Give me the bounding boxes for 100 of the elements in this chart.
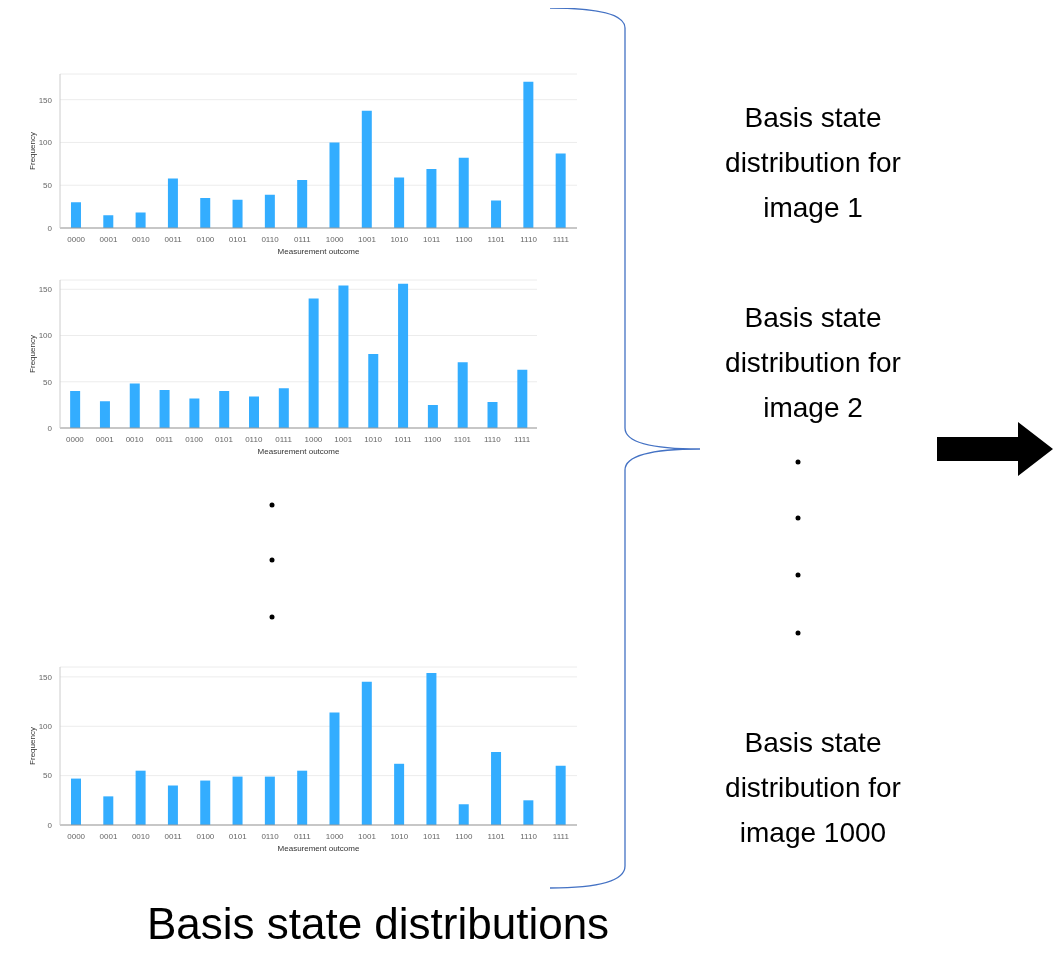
x-tick-label: 0101 — [228, 831, 248, 841]
bar — [219, 391, 230, 428]
y-tick-label: 150 — [38, 285, 53, 295]
y-tick-label: 50 — [43, 771, 53, 781]
x-tick-label: 1010 — [364, 434, 383, 444]
x-tick-label: 0011 — [155, 434, 174, 444]
x-tick-label: 0110 — [245, 434, 263, 444]
bar — [487, 402, 498, 428]
bar — [555, 765, 566, 825]
x-tick-label: 0011 — [164, 831, 183, 841]
bar — [159, 390, 170, 428]
bar — [135, 212, 146, 228]
x-tick-label: 0100 — [185, 434, 204, 444]
x-tick-label: 1111 — [552, 831, 570, 841]
bar — [427, 404, 438, 428]
x-tick-label: 0100 — [196, 831, 215, 841]
bar — [189, 398, 200, 428]
bar — [232, 776, 243, 825]
bar — [458, 804, 469, 825]
x-tick-label: 1111 — [552, 234, 570, 244]
bar — [70, 778, 81, 825]
x-tick-label: 1100 — [455, 234, 474, 244]
y-axis-title: Frequency — [27, 132, 37, 170]
x-tick-label: 1101 — [453, 434, 472, 444]
bar — [426, 672, 437, 825]
bar — [523, 800, 534, 825]
bar — [491, 200, 502, 228]
bar — [200, 780, 211, 825]
x-axis-title: Measurement outcome — [277, 844, 360, 853]
bar — [398, 283, 409, 428]
bar — [70, 391, 81, 428]
bar — [232, 199, 243, 228]
bar — [103, 796, 114, 825]
text: Basis state distribution for image 2 — [724, 301, 902, 425]
y-tick-label: 50 — [43, 181, 53, 191]
y-tick-label: 0 — [47, 423, 53, 433]
x-tick-label: 1011 — [422, 234, 441, 244]
bar — [457, 362, 468, 428]
bar — [70, 202, 81, 228]
y-tick-label: 100 — [38, 331, 53, 341]
x-tick-label: 1110 — [520, 234, 538, 244]
x-tick-label: 0011 — [164, 234, 183, 244]
y-tick-label: 50 — [43, 377, 53, 387]
bar — [99, 401, 110, 428]
x-tick-label: 0000 — [67, 234, 86, 244]
bar — [135, 770, 146, 825]
bar — [297, 180, 308, 228]
bar — [200, 198, 211, 228]
x-tick-label: 1101 — [487, 234, 506, 244]
bar — [167, 178, 178, 228]
x-tick-label: 1111 — [514, 434, 531, 444]
bar — [394, 763, 405, 825]
x-tick-label: 0001 — [99, 234, 118, 244]
x-tick-label: 1110 — [520, 831, 538, 841]
bar — [278, 388, 289, 428]
x-tick-label: 0101 — [228, 234, 248, 244]
y-axis-title: Frequency — [27, 727, 37, 765]
x-tick-label: 1011 — [394, 434, 412, 444]
bar — [167, 785, 178, 825]
bar — [329, 142, 340, 228]
y-axis-title: Frequency — [27, 335, 37, 373]
bar — [129, 383, 140, 428]
x-tick-label: 1100 — [424, 434, 442, 444]
bar — [329, 712, 340, 825]
x-tick-label: 0110 — [261, 234, 280, 244]
x-tick-label: 0111 — [275, 434, 293, 444]
x-tick-label: 0101 — [215, 434, 234, 444]
x-tick-label: 1010 — [390, 831, 409, 841]
y-tick-label: 150 — [38, 672, 53, 682]
bar — [491, 751, 502, 825]
x-tick-label: 1001 — [358, 234, 377, 244]
bar — [361, 110, 372, 228]
x-axis-title: Measurement outcome — [257, 447, 340, 456]
bar — [517, 369, 528, 428]
x-tick-label: 0000 — [67, 831, 86, 841]
x-tick-label: 0100 — [196, 234, 215, 244]
x-tick-label: 1000 — [304, 434, 323, 444]
text: Basis state distributions — [145, 898, 611, 950]
x-tick-label: 0111 — [294, 831, 312, 841]
x-tick-label: 0001 — [95, 434, 115, 444]
bar — [103, 215, 114, 228]
x-tick-label: 0010 — [131, 234, 151, 244]
bar — [555, 153, 566, 228]
bar — [308, 298, 319, 428]
bar — [458, 157, 469, 228]
bar — [368, 354, 379, 428]
bar — [249, 396, 260, 428]
bar — [264, 194, 275, 228]
bar — [264, 776, 275, 825]
x-tick-label: 1100 — [455, 831, 474, 841]
bar — [426, 168, 437, 228]
y-tick-label: 150 — [38, 95, 53, 105]
x-tick-label: 0010 — [125, 434, 144, 444]
x-tick-label: 1011 — [422, 831, 441, 841]
x-tick-label: 1001 — [334, 434, 353, 444]
x-tick-label: 1000 — [325, 234, 345, 244]
x-tick-label: 0010 — [131, 831, 151, 841]
x-tick-label: 1101 — [487, 831, 506, 841]
y-tick-label: 0 — [47, 820, 53, 830]
x-tick-label: 0000 — [66, 434, 85, 444]
